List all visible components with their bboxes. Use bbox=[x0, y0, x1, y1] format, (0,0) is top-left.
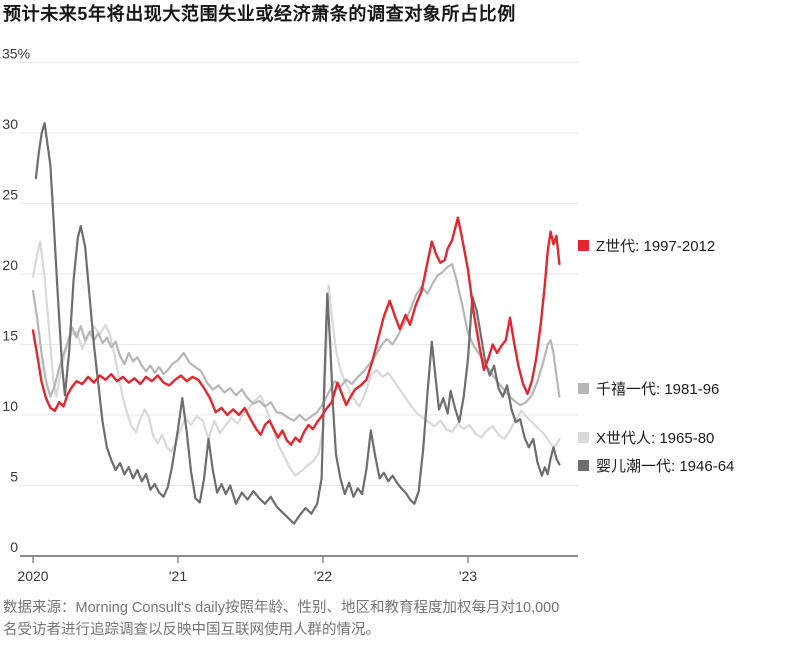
y-tick-label: 0 bbox=[10, 539, 18, 555]
series-line-boomers bbox=[34, 121, 561, 525]
x-tick-label: '23 bbox=[459, 568, 477, 584]
source-note-line1: 数据来源：Morning Consult's daily按照年龄、性别、地区和教… bbox=[3, 600, 560, 616]
source-note: 数据来源：Morning Consult's daily按照年龄、性别、地区和教… bbox=[3, 597, 693, 642]
y-tick-label: 20 bbox=[2, 257, 18, 273]
y-tick-label: 30 bbox=[2, 116, 18, 132]
source-note-line2: 名受访者进行追踪调查以反映中国互联网使用人群的情况。 bbox=[3, 622, 380, 639]
series-line-millennials bbox=[31, 263, 561, 422]
series-line-gen-x bbox=[31, 240, 561, 477]
y-tick-label: 25 bbox=[2, 187, 18, 203]
x-tick-label: '22 bbox=[314, 568, 332, 584]
y-tick-label: 35% bbox=[2, 46, 30, 62]
chart-title: 预计未来5年将出现大范围失业或经济萧条的调查对象所占比例 bbox=[3, 4, 516, 24]
y-tick-label: 5 bbox=[10, 469, 18, 485]
y-tick-label: 10 bbox=[2, 398, 18, 414]
series-line-gen-z bbox=[31, 216, 561, 446]
y-tick-label: 15 bbox=[2, 328, 18, 344]
x-tick-label: 2020 bbox=[17, 568, 48, 584]
x-tick-label: '21 bbox=[169, 568, 187, 584]
